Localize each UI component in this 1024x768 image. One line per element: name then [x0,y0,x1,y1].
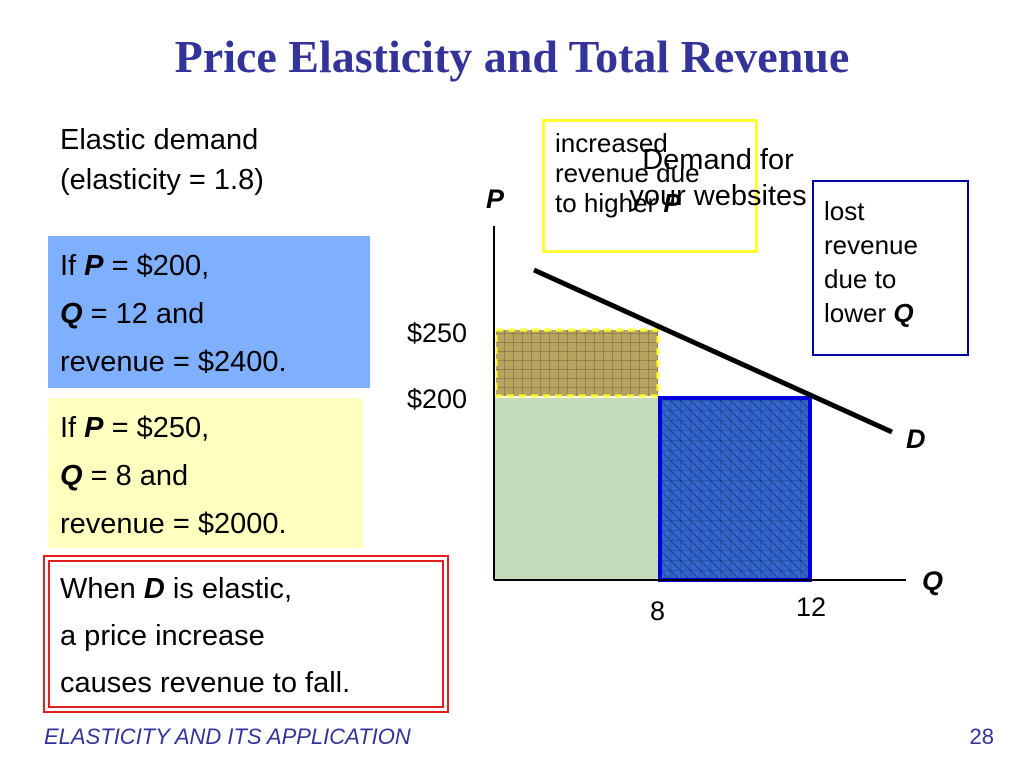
demand-curve-label: D [906,424,926,454]
scenario-low-quantity-line: Q = 12 and [60,290,358,338]
d-symbol: D [143,573,165,605]
increased-revenue-callout: increased revenue due to higher P [542,119,758,253]
scenario-high-revenue-line: revenue = $2000. [60,508,287,540]
lost-line-1: lost [824,196,865,226]
elastic-demand-line: Elastic demand [60,124,259,156]
slide-title: Price Elasticity and Total Revenue [174,31,850,82]
lost-revenue-callout: lost revenue due to lower Q [812,180,969,356]
graph-title: Demand for your websites [598,142,838,214]
price-tick-250: $250 [407,318,468,348]
x-axis-label: Q [922,566,944,596]
q-symbol: Q [60,298,83,330]
scenario-low-revenue-line: revenue = $2400. [60,346,287,378]
y-axis-label: P [486,184,505,214]
lower-text: lower [824,298,894,328]
p-symbol: P [84,412,104,444]
elasticity-value-line: (elasticity = 1.8) [60,164,264,196]
q-symbol: Q [60,460,83,492]
q-symbol: Q [893,298,914,328]
demand-curve [532,267,894,435]
quantity-tick-8: 8 [650,596,666,626]
price-tick-200: $200 [407,384,468,414]
scenario-high-quantity-line: Q = 8 and [60,452,351,500]
lost-line-4: lower Q [824,296,957,330]
if-text: If [60,250,85,282]
increased-line-1: increased [555,128,668,158]
base-revenue-rect [494,398,660,580]
conclusion-line-3: causes revenue to fall. [60,667,351,699]
graph-title-line-1: Demand for [642,144,794,176]
conclusion-line-1: When D is elastic, [60,566,432,613]
if-text: If [60,412,85,444]
quantity-value: = 12 and [82,298,205,330]
p-symbol: P [663,188,681,218]
scenario-high-price-box: If P = $250, Q = 8 and revenue = $2000. [48,398,363,548]
price-value: = $200, [103,250,210,282]
quantity-tick-12: 12 [796,592,827,622]
conclusion-line-2: a price increase [60,620,265,652]
conclusion-box: When D is elastic, a price increase caus… [43,555,449,713]
elastic-demand-text: Elastic demand (elasticity = 1.8) [60,120,264,200]
price-value: = $250, [103,412,210,444]
when-text: When [60,573,144,605]
p-symbol: P [84,250,104,282]
graph-title-line-2: your websites [629,180,807,212]
is-elastic-text: is elastic, [164,573,293,605]
lost-revenue-rect [658,396,812,582]
increased-line-2: revenue due [555,158,700,188]
to-higher-text: to higher [555,188,664,218]
increased-line-3: to higher P [555,188,745,218]
quantity-value: = 8 and [82,460,189,492]
increased-revenue-rect [494,328,660,398]
page-number: 28 [969,724,994,749]
lost-line-2: revenue [824,230,918,260]
scenario-high-price-line: If P = $250, [60,404,351,452]
scenario-low-price-box: If P = $200, Q = 12 and revenue = $2400. [48,236,370,388]
lost-line-3: due to [824,264,897,294]
footer-text: ELASTICITY AND ITS APPLICATION [44,724,411,749]
scenario-low-price-line: If P = $200, [60,242,358,290]
